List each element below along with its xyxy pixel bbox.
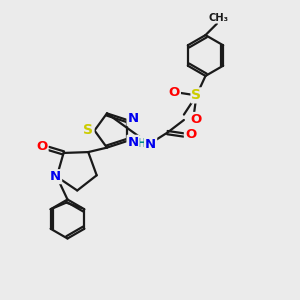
Text: N: N: [145, 137, 156, 151]
Text: N: N: [50, 170, 61, 183]
Text: S: S: [83, 124, 94, 137]
Text: N: N: [128, 136, 139, 149]
Text: O: O: [36, 140, 48, 153]
Text: S: S: [191, 88, 202, 102]
Text: CH₃: CH₃: [208, 13, 228, 23]
Text: O: O: [185, 128, 196, 142]
Text: O: O: [169, 86, 180, 99]
Text: H: H: [137, 137, 147, 150]
Text: O: O: [190, 113, 201, 126]
Text: N: N: [128, 112, 139, 125]
